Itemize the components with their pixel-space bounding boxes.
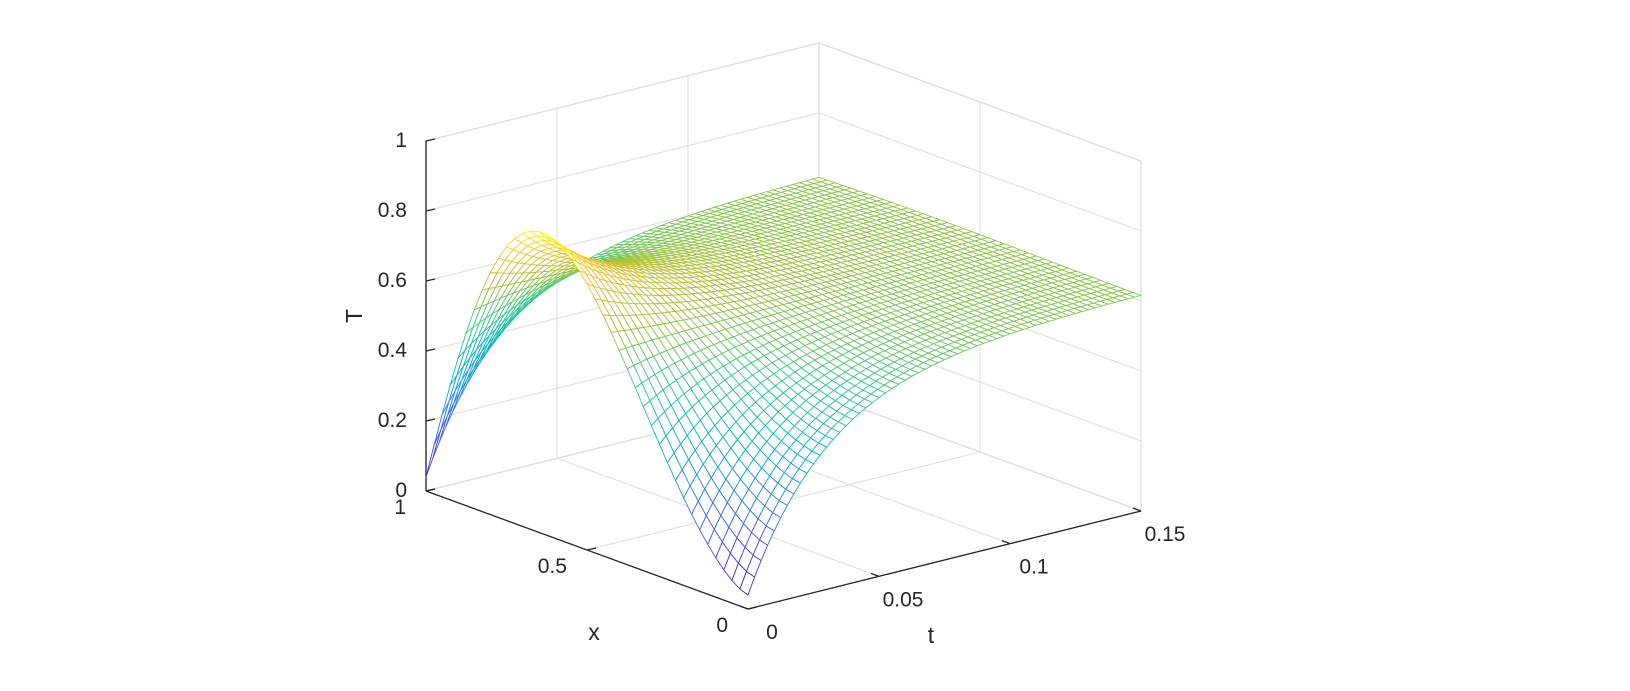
z-axis-label: T	[341, 309, 367, 323]
gridline-z	[425, 42, 1142, 162]
surface-mesh	[425, 176, 1142, 596]
t-tick-label: 0	[766, 621, 778, 644]
mesh-cell	[425, 429, 442, 478]
z-tick-mark	[425, 278, 436, 282]
z-tick-mark	[425, 348, 436, 352]
t-tick-label: 0.15	[1145, 523, 1186, 546]
t-tick-mark	[1132, 507, 1142, 512]
t-axis-line	[747, 510, 1142, 610]
z-tick-label: 1	[395, 129, 407, 152]
x-tick-label: 0	[716, 614, 728, 637]
z-tick-label: 0.6	[378, 269, 407, 292]
t-tick-label: 0.1	[1019, 556, 1048, 579]
t-tick-mark	[739, 605, 749, 610]
z-tick-mark	[425, 418, 436, 422]
x-tick-label: 0.5	[538, 555, 567, 578]
axis-lines	[425, 138, 1142, 610]
z-tick-mark	[425, 138, 436, 142]
x-tick-label: 1	[394, 496, 406, 519]
x-axis-label: x	[588, 619, 600, 645]
z-tick-label: 0.4	[378, 339, 408, 362]
gridline-z	[425, 112, 1142, 232]
t-tick-mark	[870, 572, 880, 577]
t-tick-label: 0.05	[883, 588, 924, 611]
z-tick-mark	[425, 208, 436, 212]
x-tick-mark	[747, 606, 758, 610]
t-axis-label: t	[928, 622, 935, 648]
z-tick-label: 0	[395, 479, 407, 502]
z-tick-label: 0.2	[378, 409, 407, 432]
t-tick-mark	[1001, 540, 1011, 545]
z-tick-label: 0.8	[378, 199, 407, 222]
x-tick-mark	[586, 547, 597, 551]
mesh-cell	[739, 571, 755, 596]
z-tick-mark	[425, 488, 436, 492]
